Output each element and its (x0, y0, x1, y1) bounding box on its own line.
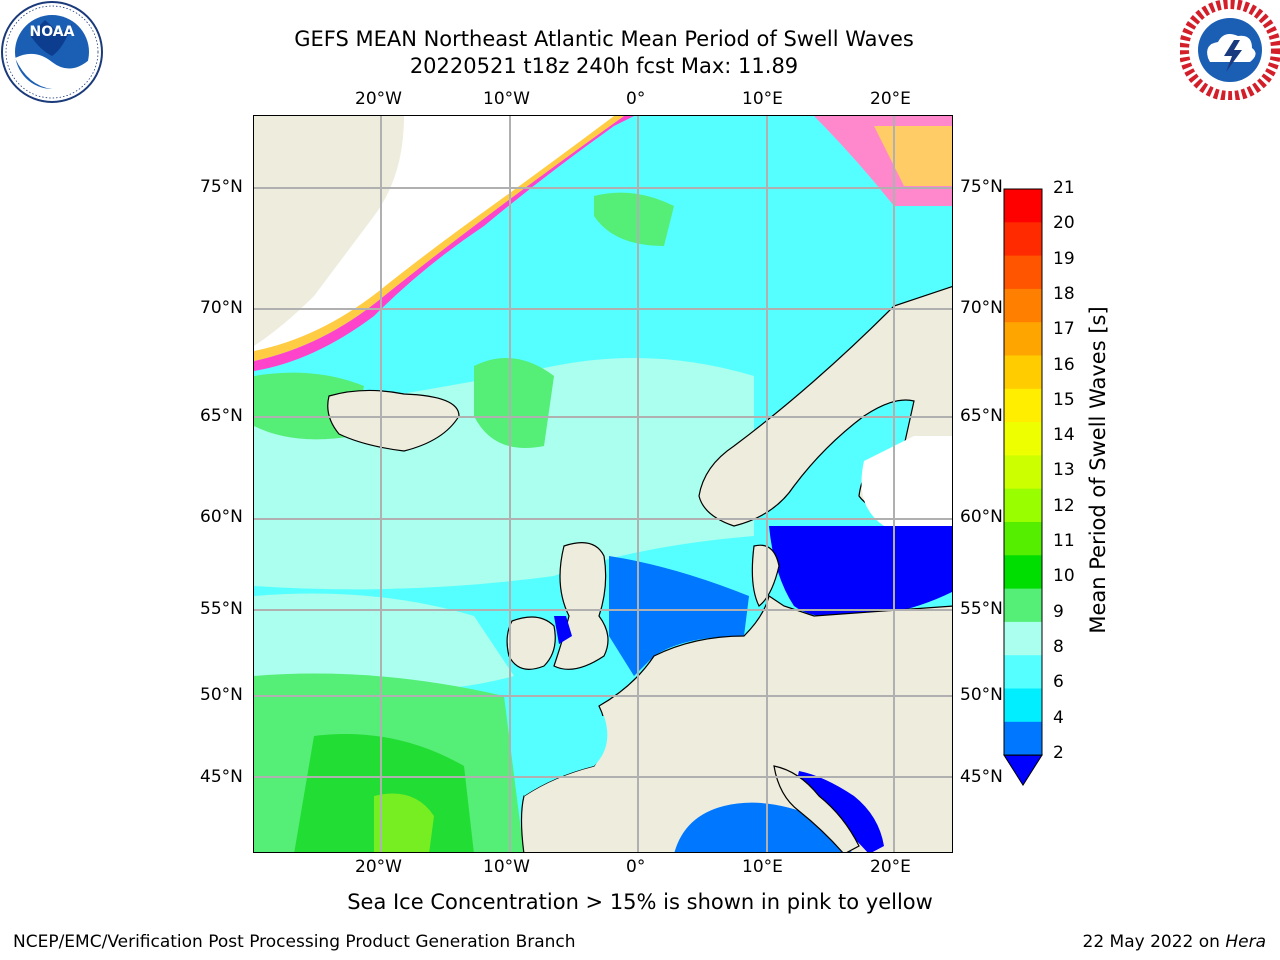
colorbar-tick-label: 10 (1053, 566, 1075, 587)
colorbar-tick-label: 12 (1053, 495, 1075, 516)
lat-label-right: 55°N (960, 599, 1003, 619)
colorbar-segment (1004, 455, 1042, 490)
colorbar-segment (1004, 189, 1042, 223)
chart-subtitle: 20220521 t18z 240h fcst Max: 11.89 (409, 54, 799, 78)
colorbar-segment (1004, 288, 1042, 323)
lat-label-left: 45°N (200, 767, 243, 787)
colorbar-tick-label: 4 (1053, 707, 1064, 728)
colorbar-tick-label: 16 (1053, 354, 1075, 375)
sea-ice-note: Sea Ice Concentration > 15% is shown in … (347, 890, 933, 914)
lat-label-right: 75°N (960, 177, 1003, 197)
colorbar-tick-label: 11 (1053, 531, 1075, 551)
lat-label-right: 50°N (960, 685, 1003, 705)
colorbar-tick-label: 21 (1053, 178, 1075, 198)
lat-label-right: 45°N (960, 767, 1003, 787)
lon-label-bottom: 10°W (483, 857, 530, 877)
nws-logo (1180, 0, 1280, 100)
colorbar-segment (1004, 322, 1042, 356)
lat-label-left: 65°N (200, 406, 243, 426)
lon-label-top: 0° (626, 89, 646, 109)
colorbar-tick-label: 6 (1053, 672, 1064, 693)
lat-label-left: 75°N (200, 177, 243, 197)
lat-label-right: 70°N (960, 298, 1003, 318)
footer-date-text: 22 May 2022 on (1082, 932, 1220, 952)
colorbar-segment (1004, 522, 1042, 556)
colorbar-tick-label: 14 (1053, 425, 1075, 446)
colorbar-tick-label: 8 (1053, 636, 1064, 657)
colorbar-segment (1004, 488, 1042, 523)
colorbar-segment (1004, 688, 1042, 723)
colorbar-segment (1004, 388, 1042, 423)
colorbar-tick-label: 17 (1053, 319, 1075, 340)
colorbar-tick-label: 15 (1053, 389, 1075, 410)
colorbar-outline (1003, 188, 1043, 756)
colorbar-tick-label: 2 (1053, 742, 1064, 763)
lon-label-top: 10°W (483, 89, 530, 109)
noaa-logo-text: NOAA (30, 24, 75, 40)
colorbar-tick-label: 9 (1053, 601, 1064, 622)
colorbar-tick-label: 13 (1053, 460, 1075, 481)
colorbar-segment (1004, 588, 1042, 623)
footer-credit: NCEP/EMC/Verification Post Processing Pr… (13, 932, 576, 952)
colorbar-title: Mean Period of Swell Waves [s] (1086, 306, 1110, 634)
lat-label-right: 65°N (960, 406, 1003, 426)
lon-label-top: 10°E (742, 89, 783, 109)
lat-label-left: 60°N (200, 507, 243, 527)
colorbar-segment (1004, 255, 1042, 290)
lon-label-top: 20°E (870, 89, 911, 109)
lat-label-left: 55°N (200, 599, 243, 619)
colorbar-segment (1004, 555, 1042, 590)
lat-label-left: 70°N (200, 298, 243, 318)
lon-label-bottom: 0° (626, 857, 646, 877)
colorbar (1003, 188, 1043, 786)
colorbar-segment (1004, 721, 1042, 756)
colorbar-extend-below (1003, 754, 1043, 786)
lat-label-left: 50°N (200, 685, 243, 705)
map-plot (253, 115, 953, 853)
swell-period-field (254, 116, 952, 852)
graticule (254, 116, 952, 852)
colorbar-tick-label: 20 (1053, 213, 1075, 234)
lon-label-bottom: 10°E (742, 857, 783, 877)
footer-host: Hera (1225, 932, 1266, 952)
lon-label-bottom: 20°W (355, 857, 402, 877)
colorbar-segment (1004, 355, 1042, 390)
lon-label-bottom: 20°E (870, 857, 911, 877)
colorbar-tick-label: 19 (1053, 248, 1075, 269)
chart-title: GEFS MEAN Northeast Atlantic Mean Period… (294, 27, 914, 51)
colorbar-segment (1004, 422, 1042, 456)
colorbar-segment (1004, 621, 1042, 656)
colorbar-tick-label: 18 (1053, 283, 1075, 304)
footer-date: 22 May 2022 on Hera (1083, 932, 1267, 952)
lat-label-right: 60°N (960, 507, 1003, 527)
colorbar-segment (1004, 222, 1042, 257)
noaa-logo: NOAA (1, 1, 103, 103)
colorbar-segment (1004, 655, 1042, 689)
lon-label-top: 20°W (355, 89, 402, 109)
